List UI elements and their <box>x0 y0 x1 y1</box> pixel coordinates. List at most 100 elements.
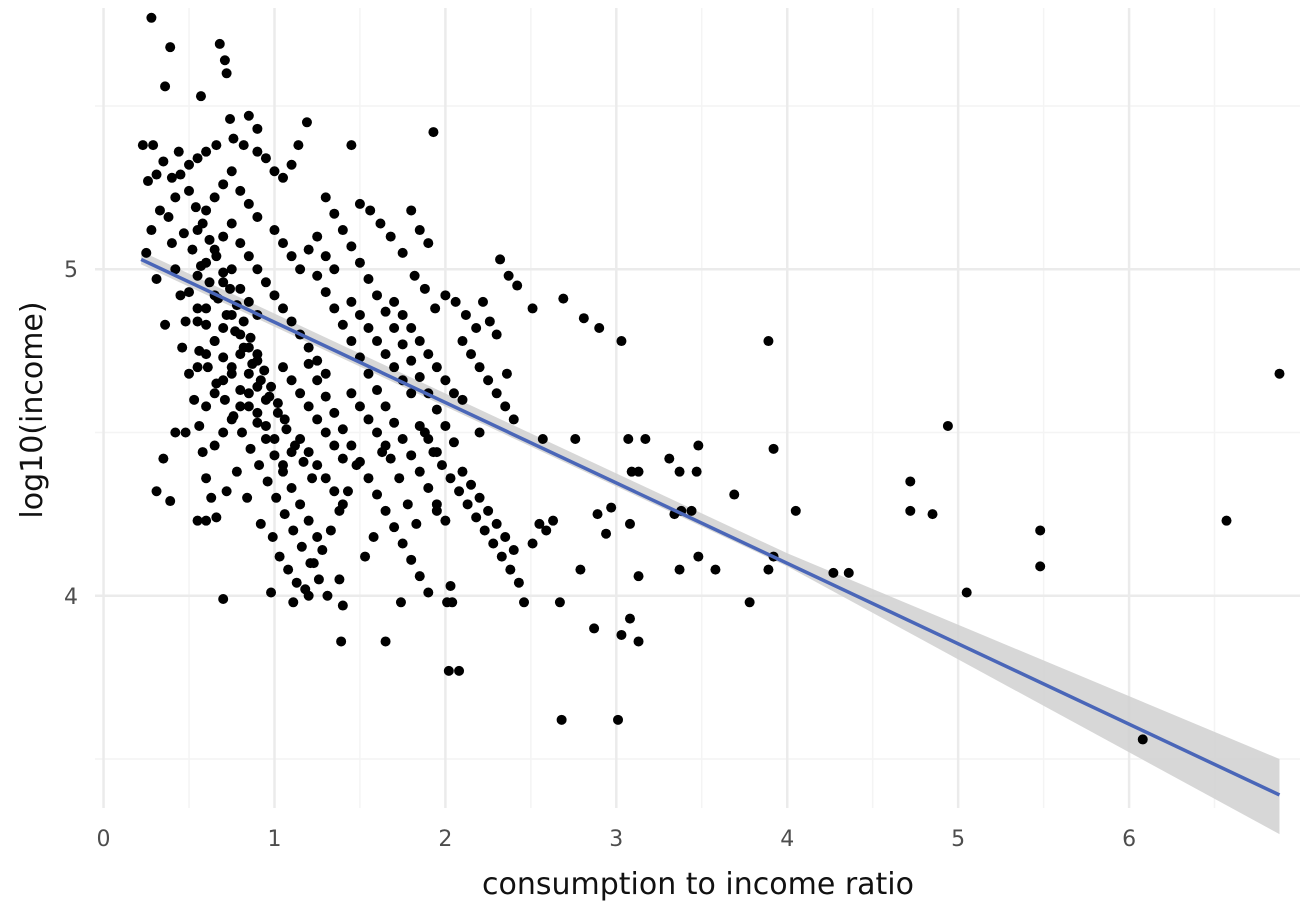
grid-layer <box>95 8 1300 808</box>
data-point <box>406 323 417 333</box>
data-point <box>260 394 271 405</box>
data-point <box>307 473 318 484</box>
data-point <box>192 153 203 164</box>
data-point <box>633 636 644 647</box>
data-point <box>693 440 704 451</box>
data-point <box>312 531 323 542</box>
data-point <box>337 453 348 464</box>
data-point <box>406 554 417 565</box>
data-point <box>440 375 451 386</box>
data-point <box>363 368 374 379</box>
data-point <box>440 420 451 431</box>
data-point <box>354 257 365 268</box>
y-tick-labels: 45 <box>64 258 78 610</box>
data-point <box>320 391 331 402</box>
data-point <box>346 388 357 399</box>
data-point <box>329 440 340 451</box>
data-point <box>201 205 212 216</box>
data-point <box>626 466 637 477</box>
data-point <box>354 401 365 412</box>
data-point <box>466 349 477 360</box>
data-point <box>303 244 314 255</box>
data-point <box>170 264 181 275</box>
data-point <box>269 225 280 236</box>
x-tick-label: 2 <box>438 827 452 852</box>
data-point <box>281 424 292 435</box>
data-point <box>295 499 306 510</box>
data-point <box>488 538 499 549</box>
data-point <box>394 473 405 484</box>
data-point <box>192 303 203 314</box>
data-point <box>260 153 271 164</box>
data-point <box>558 293 569 304</box>
data-point <box>385 231 396 242</box>
data-point <box>286 375 297 386</box>
data-point <box>501 368 512 379</box>
data-point <box>440 515 451 526</box>
data-point <box>329 208 340 219</box>
data-point <box>380 440 391 451</box>
data-point <box>556 714 567 725</box>
data-point <box>1137 734 1148 745</box>
data-point <box>450 296 461 307</box>
data-point <box>513 577 524 588</box>
data-point <box>686 505 697 516</box>
data-point <box>428 127 439 138</box>
data-point <box>346 440 357 451</box>
data-point <box>380 636 391 647</box>
data-point <box>336 636 347 647</box>
data-point <box>322 590 333 601</box>
y-tick-label: 4 <box>64 585 78 610</box>
data-point <box>395 597 406 608</box>
regression-line <box>140 257 1281 797</box>
data-point <box>303 447 314 458</box>
data-point <box>146 12 157 23</box>
data-point <box>589 623 600 634</box>
points-layer <box>137 12 1285 745</box>
data-point <box>192 316 203 327</box>
data-point <box>225 283 236 294</box>
x-tick-label: 6 <box>1122 827 1136 852</box>
data-point <box>423 483 434 493</box>
data-point <box>460 309 471 320</box>
data-point <box>674 564 685 575</box>
data-point <box>278 238 289 249</box>
data-point <box>457 336 468 347</box>
data-point <box>190 202 201 213</box>
data-point <box>173 146 184 157</box>
data-point <box>260 420 271 431</box>
data-point <box>243 110 254 121</box>
data-point <box>252 211 263 222</box>
data-point <box>905 476 916 487</box>
data-point <box>477 296 488 307</box>
data-point <box>440 290 451 301</box>
data-point <box>303 358 314 369</box>
data-point <box>414 371 425 382</box>
data-point <box>165 42 176 53</box>
data-point <box>397 434 408 445</box>
data-point <box>312 231 323 242</box>
data-point <box>368 531 379 542</box>
data-point <box>447 597 458 608</box>
data-point <box>201 515 212 526</box>
data-point <box>312 375 323 386</box>
data-point <box>254 460 265 471</box>
data-point <box>245 332 256 343</box>
data-point <box>260 277 271 288</box>
data-point <box>474 362 485 373</box>
data-point <box>491 388 502 399</box>
data-point <box>375 218 386 229</box>
data-point <box>320 287 331 298</box>
data-point <box>320 251 331 262</box>
data-point <box>271 492 282 503</box>
data-point <box>389 323 400 333</box>
x-axis-title: consumption to income ratio <box>482 867 914 902</box>
data-point <box>279 509 290 520</box>
data-point <box>269 450 280 461</box>
data-point <box>372 290 383 301</box>
data-point <box>484 316 495 327</box>
data-point <box>503 270 514 281</box>
data-point <box>664 453 675 464</box>
data-point <box>414 466 425 477</box>
